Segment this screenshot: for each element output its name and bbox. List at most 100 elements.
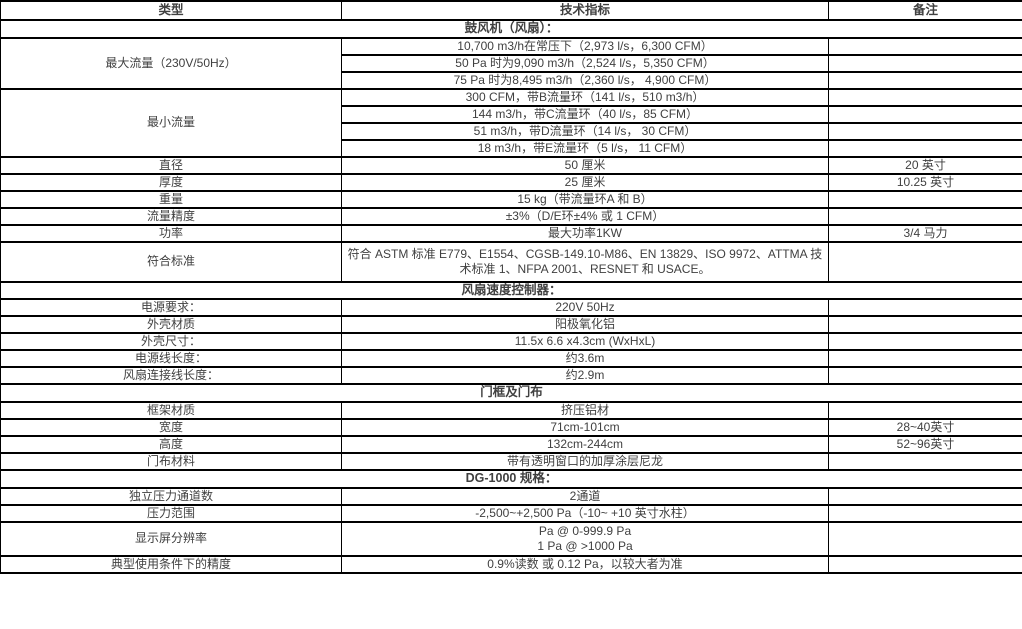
section-row: DG-1000 规格：	[0, 468, 1022, 489]
row-label: 宽度	[0, 417, 342, 437]
section-row: 风扇速度控制器：	[0, 280, 1022, 301]
spec-table: 类型 技术指标 备注 鼓风机（风扇）： 最大流量（230V/50Hz） 10,700…	[0, 0, 1022, 574]
note-value	[828, 486, 1022, 506]
table-row: 18 m3/h，带E流量环（5 l/s， 11 CFM）	[1, 138, 1022, 158]
table-row: 50 Pa 时为9,090 m3/h（2,524 l/s，5,350 CFM）	[1, 53, 1022, 73]
note-value	[828, 332, 1022, 352]
row-label: 电源要求：	[0, 298, 342, 318]
column-header-spec: 技术指标	[341, 0, 829, 21]
spec-value: 带有透明窗口的加厚涂层尼龙	[341, 451, 829, 471]
section-title: 门框及门布	[0, 383, 1022, 403]
row-label: 外壳材质	[0, 315, 342, 335]
table-row: 宽度 71cm-101cm 28~40英寸	[0, 417, 1022, 437]
note-value	[828, 53, 1022, 73]
row-label: 框架材质	[0, 400, 342, 420]
table-row: 风扇连接线长度： 约2.9m	[0, 366, 1022, 386]
spec-value: 50 Pa 时为9,090 m3/h（2,524 l/s，5,350 CFM）	[341, 53, 829, 73]
table-row: 功率 最大功率1KW 3/4 马力	[0, 223, 1022, 243]
spec-value: 50 厘米	[341, 155, 829, 175]
row-label: 重量	[0, 189, 342, 209]
row-label: 符合标准	[0, 240, 342, 283]
spec-value: -2,500~+2,500 Pa（-10~ +10 英寸水柱）	[341, 503, 829, 523]
table-row: 最大流量（230V/50Hz） 10,700 m3/h在常压下（2,973 l/s…	[0, 36, 1022, 90]
spec-value: 25 厘米	[341, 172, 829, 192]
spec-value: Pa @ 0-999.9 Pa 1 Pa @ >1000 Pa	[341, 520, 829, 557]
table-row: 电源要求： 220V 50Hz	[0, 298, 1022, 318]
note-value	[828, 206, 1022, 226]
spec-value: 符合 ASTM 标准 E779、E1554、CGSB-149.10-M86、EN…	[341, 240, 829, 283]
row-label: 流量精度	[0, 206, 342, 226]
note-value	[828, 104, 1022, 124]
spec-value: 2通道	[341, 486, 829, 506]
section-title: 风扇速度控制器：	[0, 280, 1022, 301]
note-value: 20 英寸	[828, 155, 1022, 175]
row-label: 风扇连接线长度：	[0, 366, 342, 386]
row-label: 外壳尺寸：	[0, 332, 342, 352]
row-label: 压力范围	[0, 503, 342, 523]
section-title: DG-1000 规格：	[0, 468, 1022, 489]
spec-value: 75 Pa 时为8,495 m3/h（2,360 l/s， 4,900 CFM）	[341, 70, 829, 90]
table-row: 重量 15 kg（带流量环A 和 B）	[0, 189, 1022, 209]
column-header-note: 备注	[828, 0, 1022, 21]
spec-value: 11.5x 6.6 x4.3cm (WxHxL)	[341, 332, 829, 352]
header-row: 类型 技术指标 备注	[0, 0, 1022, 21]
note-value	[828, 189, 1022, 209]
table-row: 典型使用条件下的精度 0.9%读数 或 0.12 Pa，以较大者为准	[0, 554, 1022, 574]
spec-value: 最大功率1KW	[341, 223, 829, 243]
table-row: 75 Pa 时为8,495 m3/h（2,360 l/s， 4,900 CFM）	[1, 70, 1022, 90]
row-label: 高度	[0, 434, 342, 454]
spec-value: 71cm-101cm	[341, 417, 829, 437]
spec-value: 15 kg（带流量环A 和 B）	[341, 189, 829, 209]
spec-value: 约2.9m	[341, 366, 829, 386]
row-label: 功率	[0, 223, 342, 243]
note-value	[828, 554, 1022, 574]
spec-value: 300 CFM，带B流量环（141 l/s，510 m3/h）	[341, 87, 829, 107]
table-row: 51 m3/h，带D流量环（14 l/s， 30 CFM）	[1, 121, 1022, 141]
row-label: 直径	[0, 155, 342, 175]
row-label: 电源线长度：	[0, 349, 342, 369]
spec-value: 220V 50Hz	[341, 298, 829, 318]
note-value	[828, 36, 1022, 56]
table-row: 厚度 25 厘米 10.25 英寸	[0, 172, 1022, 192]
section-row: 门框及门布	[0, 383, 1022, 403]
row-label: 显示屏分辨率	[0, 520, 342, 557]
section-row: 鼓风机（风扇）：	[0, 19, 1022, 39]
table-row: 最小流量 300 CFM，带B流量环（141 l/s，510 m3/h）	[0, 87, 1022, 158]
table-row: 流量精度 ±3%（D/E环±4% 或 1 CFM）	[0, 206, 1022, 226]
table-row: 高度 132cm-244cm 52~96英寸	[0, 434, 1022, 454]
note-value	[828, 87, 1022, 107]
spec-value: 132cm-244cm	[341, 434, 829, 454]
note-value: 28~40英寸	[828, 417, 1022, 437]
note-value	[828, 451, 1022, 471]
note-value	[828, 240, 1022, 283]
row-label: 典型使用条件下的精度	[0, 554, 342, 574]
note-value	[828, 121, 1022, 141]
note-value	[828, 70, 1022, 90]
note-value: 3/4 马力	[828, 223, 1022, 243]
note-value	[828, 400, 1022, 420]
note-value	[828, 366, 1022, 386]
table-row: 符合标准 符合 ASTM 标准 E779、E1554、CGSB-149.10-M8…	[0, 240, 1022, 283]
table-row: 独立压力通道数 2通道	[0, 486, 1022, 506]
note-value	[828, 503, 1022, 523]
spec-value: 51 m3/h，带D流量环（14 l/s， 30 CFM）	[341, 121, 829, 141]
spec-value: 0.9%读数 或 0.12 Pa，以较大者为准	[341, 554, 829, 574]
spec-value: 18 m3/h，带E流量环（5 l/s， 11 CFM）	[341, 138, 829, 158]
spec-value: 10,700 m3/h在常压下（2,973 l/s，6,300 CFM）	[341, 36, 829, 56]
table-row: 压力范围 -2,500~+2,500 Pa（-10~ +10 英寸水柱）	[0, 503, 1022, 523]
spec-value: 144 m3/h，带C流量环（40 l/s，85 CFM）	[341, 104, 829, 124]
row-label: 厚度	[0, 172, 342, 192]
spec-value: 挤压铝材	[341, 400, 829, 420]
row-label: 最大流量（230V/50Hz）	[0, 36, 342, 90]
table-row: 直径 50 厘米 20 英寸	[0, 155, 1022, 175]
note-value: 52~96英寸	[828, 434, 1022, 454]
note-value	[828, 138, 1022, 158]
note-value	[828, 315, 1022, 335]
note-value: 10.25 英寸	[828, 172, 1022, 192]
note-value	[828, 520, 1022, 557]
table-row: 门布材料 带有透明窗口的加厚涂层尼龙	[0, 451, 1022, 471]
table-row: 框架材质 挤压铝材	[0, 400, 1022, 420]
column-header-type: 类型	[0, 0, 342, 21]
table-row: 外壳材质 阳极氧化铝	[0, 315, 1022, 335]
